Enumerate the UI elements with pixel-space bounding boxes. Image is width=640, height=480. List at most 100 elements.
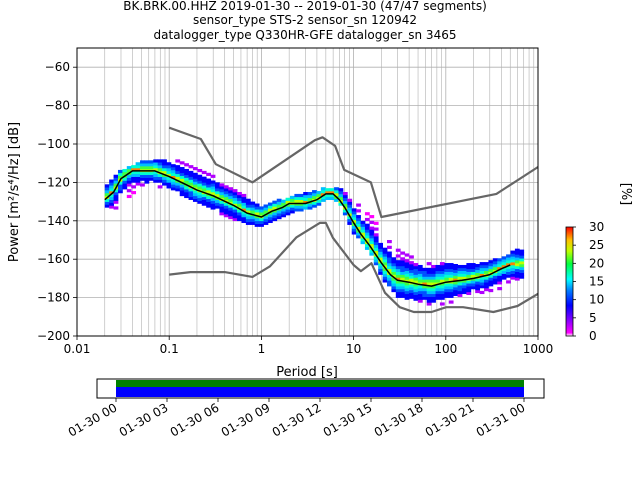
histogram-cell <box>492 266 498 271</box>
histogram-cell <box>325 191 331 195</box>
histogram-cell <box>166 179 172 183</box>
histogram-cell <box>175 176 181 180</box>
histogram-cell <box>148 160 154 164</box>
histogram-cell <box>272 206 278 210</box>
histogram-cell <box>484 285 489 289</box>
histogram-cell <box>400 257 406 261</box>
histogram-cell <box>232 212 238 216</box>
histogram-cell <box>312 204 317 208</box>
histogram-cell <box>400 288 406 293</box>
histogram-cell <box>206 172 211 176</box>
histogram-cell <box>254 223 260 227</box>
histogram-cell <box>206 178 211 182</box>
timeline-tick-label: 01-30 21 <box>423 400 477 439</box>
histogram-cell <box>347 204 353 208</box>
histogram-cell <box>356 235 361 239</box>
histogram-cell <box>373 262 379 266</box>
histogram-cell <box>369 240 375 245</box>
histogram-cell <box>175 185 181 189</box>
histogram-cell <box>122 183 128 187</box>
histogram-cell <box>320 195 326 200</box>
histogram-cell <box>422 285 428 289</box>
histogram-cell <box>373 221 379 225</box>
y-tick-label: −140 <box>37 214 70 228</box>
histogram-cell <box>241 205 247 209</box>
histogram-cell <box>417 285 423 289</box>
histogram-cell <box>113 194 119 199</box>
colorbar-tick-label: 30 <box>589 220 604 234</box>
histogram-cell <box>263 221 269 225</box>
histogram-cell <box>316 202 322 206</box>
histogram-cell <box>506 280 511 284</box>
histogram-cell <box>510 270 516 274</box>
histogram-cell <box>157 165 163 169</box>
histogram-cell <box>109 185 114 189</box>
histogram-cell <box>431 285 436 289</box>
histogram-cell <box>276 198 282 202</box>
histogram-cell <box>245 204 251 208</box>
colorbar-ticks: 0 5 10 15 20 25 30 <box>573 220 604 343</box>
histogram-cell <box>404 288 410 292</box>
histogram-cell <box>444 274 450 278</box>
histogram-cell <box>228 198 234 202</box>
histogram-cell <box>391 274 397 278</box>
histogram-cell <box>223 211 229 215</box>
histogram-cell <box>461 282 467 286</box>
histogram-cell <box>104 184 110 188</box>
histogram-cell <box>254 212 260 216</box>
histogram-cell <box>272 215 278 219</box>
colorbar-tick-label: 15 <box>589 275 604 289</box>
y-tick-label: −200 <box>37 329 70 343</box>
histogram-cell <box>404 273 410 277</box>
histogram-cell <box>413 291 419 296</box>
histogram-cell <box>162 170 167 175</box>
histogram-cell <box>422 279 428 283</box>
histogram-cell <box>404 290 410 295</box>
histogram-cell <box>263 204 269 208</box>
histogram-cell <box>342 212 348 216</box>
histogram-cell <box>316 199 322 203</box>
histogram-cell <box>457 282 463 286</box>
histogram-cell <box>237 200 242 204</box>
histogram-cell <box>347 221 353 225</box>
histogram-cell <box>232 206 238 210</box>
histogram-cell <box>439 296 445 300</box>
histogram-cell <box>206 201 211 205</box>
histogram-cell <box>409 264 414 268</box>
histogram-cell <box>241 193 247 198</box>
histogram-cell <box>400 268 406 272</box>
histogram-cell <box>219 189 225 193</box>
histogram-cell <box>215 182 220 186</box>
histogram-cell <box>223 185 229 189</box>
histogram-cell <box>356 223 361 227</box>
histogram-cell <box>175 159 181 163</box>
histogram-cell <box>444 265 450 270</box>
histogram-cell <box>223 196 229 200</box>
histogram-cell <box>126 189 132 193</box>
histogram-cell <box>254 209 260 213</box>
histogram-cell <box>395 271 401 275</box>
histogram-cell <box>135 168 141 172</box>
histogram-cell <box>439 273 445 277</box>
histogram-cell <box>404 270 410 274</box>
histogram-cell <box>250 216 256 220</box>
histogram-cell <box>179 172 185 176</box>
histogram-cell <box>510 273 516 277</box>
histogram-cell <box>166 162 172 166</box>
histogram-cell <box>519 255 525 259</box>
histogram-cell <box>184 186 189 190</box>
histogram-cell <box>501 267 507 272</box>
histogram-cell <box>479 276 485 280</box>
histogram-cell <box>338 202 344 206</box>
histogram-cell <box>510 276 516 280</box>
histogram-cell <box>413 288 419 293</box>
histogram-cell <box>413 265 419 270</box>
histogram-cell <box>475 264 481 268</box>
histogram-cell <box>140 171 145 176</box>
histogram-cell <box>426 299 432 303</box>
histogram-cell <box>409 261 414 265</box>
histogram-cell <box>514 254 520 258</box>
histogram-cell <box>329 191 335 195</box>
histogram-cell <box>351 219 357 224</box>
histogram-cell <box>360 238 366 242</box>
